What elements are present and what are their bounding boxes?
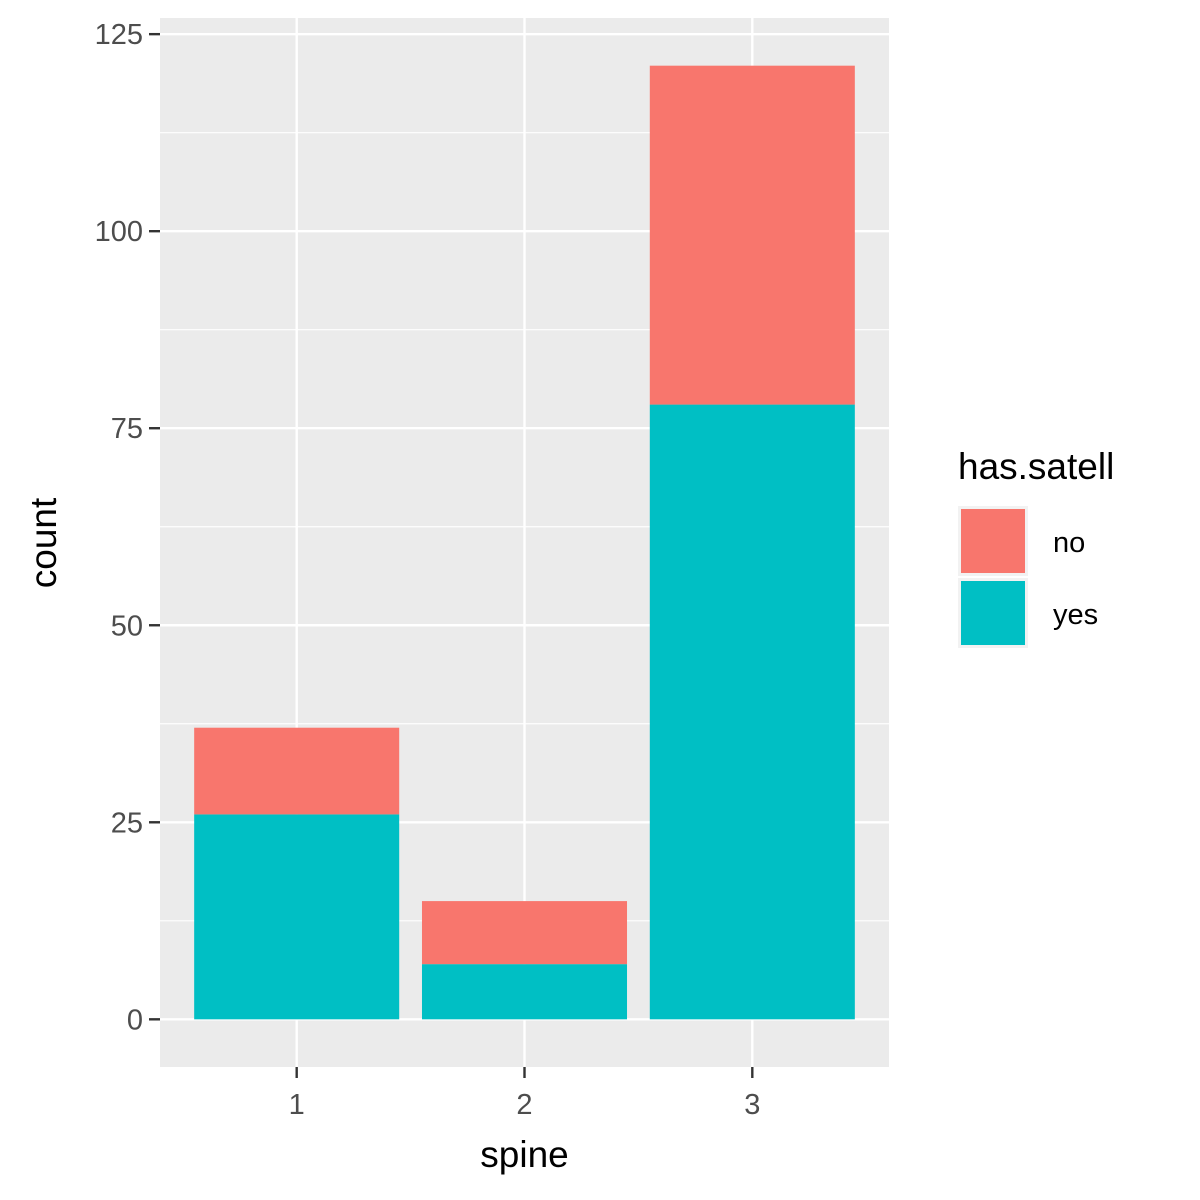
legend-swatch-no [961, 509, 1025, 573]
legend-swatch-yes [961, 581, 1025, 645]
x-tick-label: 2 [516, 1089, 532, 1121]
y-tick-label: 75 [111, 413, 143, 445]
x-axis: 1 2 3 [289, 1067, 760, 1121]
bar-no-spine-3 [649, 65, 855, 405]
y-tick-label: 25 [111, 807, 143, 839]
y-tick-label: 125 [95, 19, 143, 51]
bars [194, 65, 855, 1020]
bar-yes-spine-3 [649, 404, 855, 1020]
bar-no-spine-2 [421, 901, 628, 965]
legend-label-no: no [1053, 527, 1085, 559]
x-axis-title: spine [480, 1134, 568, 1175]
y-axis: 0 25 50 75 100 125 [95, 19, 160, 1036]
bar-yes-spine-2 [421, 964, 628, 1020]
y-tick-label: 50 [111, 610, 143, 642]
x-tick-label: 3 [744, 1089, 760, 1121]
bar-no-spine-1 [194, 727, 400, 815]
legend-title: has.satell [958, 446, 1114, 487]
y-tick-label: 0 [127, 1004, 143, 1036]
x-tick-label: 1 [289, 1089, 305, 1121]
legend: has.satell no yes [958, 446, 1114, 648]
y-axis-title: count [23, 497, 64, 588]
bar-yes-spine-1 [194, 814, 400, 1020]
legend-label-yes: yes [1053, 599, 1098, 631]
y-tick-label: 100 [95, 216, 143, 248]
